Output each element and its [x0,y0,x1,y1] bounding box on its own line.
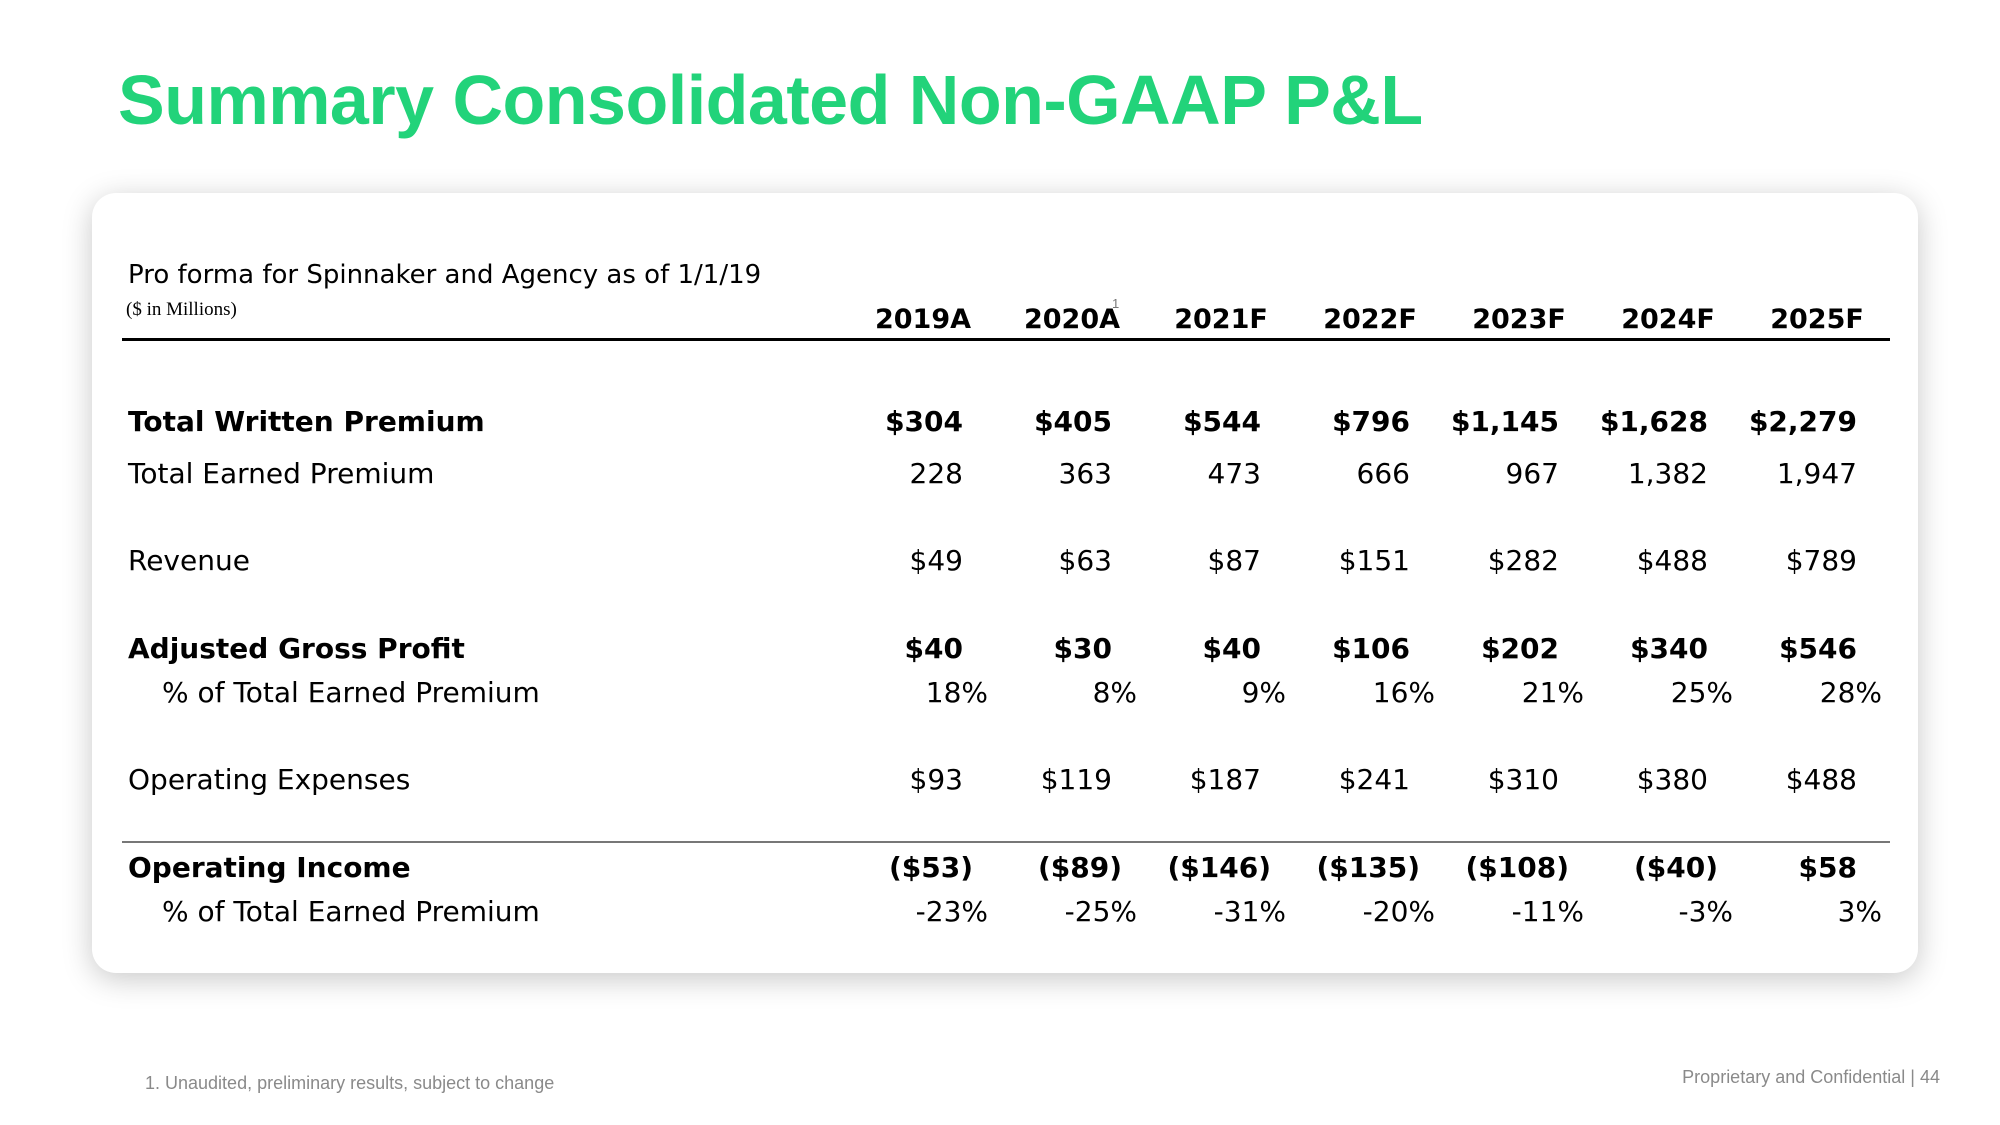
table-cell: ($108) [1465,851,1569,884]
table-cell: ($40) [1633,851,1718,884]
year-header: 2021F [1174,304,1268,335]
row-label-total-written-premium: Total Written Premium [128,405,485,438]
pnl-table-card [92,193,1918,973]
footnote-marker: 1 [1112,296,1120,311]
table-cell: $30 [1053,632,1112,665]
table-cell: $187 [1189,763,1261,796]
table-cell: -11% [1511,895,1584,928]
table-cell: $40 [904,632,963,665]
table-cell: $2,279 [1748,405,1857,438]
table-cell: $202 [1481,632,1559,665]
table-cell: ($89) [1037,851,1122,884]
table-units: ($ in Millions) [126,299,237,320]
year-header: 2025F [1770,304,1864,335]
table-cell: $380 [1636,763,1708,796]
table-cell: 8% [1092,676,1137,709]
table-cell: -23% [915,895,988,928]
table-cell: -25% [1064,895,1137,928]
table-cell: 3% [1837,895,1882,928]
footnote: 1. Unaudited, preliminary results, subje… [145,1073,555,1093]
table-cell: $119 [1040,763,1112,796]
table-cell: 967 [1505,457,1559,490]
table-cell: $546 [1779,632,1857,665]
table-cell: 473 [1207,457,1261,490]
table-cell: 25% [1670,676,1733,709]
table-cell: ($146) [1167,851,1271,884]
table-cell: $405 [1034,405,1112,438]
table-cell: 28% [1819,676,1882,709]
table-cell: 21% [1521,676,1584,709]
table-cell: $87 [1207,544,1261,577]
table-cell: $544 [1183,405,1261,438]
table-cell: $488 [1785,763,1857,796]
table-cell: ($53) [888,851,973,884]
confidential-notice: Proprietary and Confidential | 44 [1682,1067,1940,1087]
table-cell: $304 [885,405,963,438]
table-cell: -20% [1362,895,1435,928]
row-label-adjusted-gross-profit: Adjusted Gross Profit [128,632,465,665]
table-cell: $40 [1202,632,1261,665]
table-cell: $106 [1332,632,1410,665]
row-label-gross-profit-margin: % of Total Earned Premium [162,676,540,709]
row-label-total-earned-premium: Total Earned Premium [128,457,435,490]
row-label-operating-margin: % of Total Earned Premium [162,895,540,928]
table-cell: $63 [1058,544,1112,577]
table-cell: $241 [1338,763,1410,796]
table-cell: $488 [1636,544,1708,577]
table-cell: 18% [925,676,988,709]
row-label-operating-expenses: Operating Expenses [128,763,411,796]
table-cell: 16% [1372,676,1435,709]
table-cell: $1,145 [1450,405,1559,438]
table-cell: $58 [1798,851,1857,884]
operating-income-rule [122,841,1890,843]
row-label-operating-income: Operating Income [128,851,411,884]
table-subtitle: Pro forma for Spinnaker and Agency as of… [128,260,762,290]
year-header: 2024F [1621,304,1715,335]
table-cell: 1,382 [1627,457,1708,490]
table-cell: 9% [1241,676,1286,709]
table-cell: $340 [1630,632,1708,665]
table-cell: 363 [1058,457,1112,490]
header-rule [122,338,1890,341]
table-cell: $1,628 [1599,405,1708,438]
table-cell: $49 [909,544,963,577]
table-cell: 666 [1356,457,1410,490]
table-cell: $789 [1785,544,1857,577]
table-cell: $796 [1332,405,1410,438]
table-cell: $93 [909,763,963,796]
table-cell: $151 [1338,544,1410,577]
table-cell: 228 [909,457,963,490]
page-title: Summary Consolidated Non-GAAP P&L [118,61,1423,139]
table-cell: 1,947 [1776,457,1857,490]
year-header: 2022F [1323,304,1417,335]
table-cell: ($135) [1316,851,1420,884]
table-cell: $310 [1487,763,1559,796]
year-header: 2023F [1472,304,1566,335]
year-header: 2019A [874,304,972,335]
row-label-revenue: Revenue [128,544,250,577]
table-cell: -31% [1213,895,1286,928]
table-cell: -3% [1678,895,1733,928]
year-header: 2020A [1023,304,1121,335]
table-cell: $282 [1487,544,1559,577]
